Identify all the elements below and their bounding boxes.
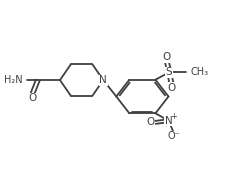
Text: CH₃: CH₃ <box>190 67 208 77</box>
Text: O⁻: O⁻ <box>168 131 181 141</box>
Text: +: + <box>170 112 177 121</box>
Text: N: N <box>99 75 107 85</box>
Text: O: O <box>167 83 175 93</box>
Text: O: O <box>163 52 171 62</box>
Text: S: S <box>166 67 173 77</box>
Text: H₂N: H₂N <box>4 75 23 85</box>
Text: N: N <box>165 116 173 126</box>
Text: O: O <box>146 117 155 127</box>
Text: O: O <box>28 93 36 103</box>
